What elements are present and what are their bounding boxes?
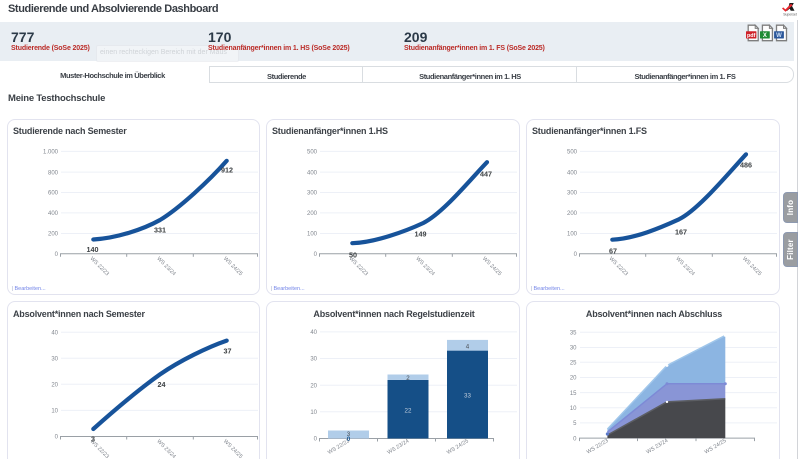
svg-text:22: 22: [405, 407, 412, 414]
svg-text:25: 25: [570, 361, 577, 367]
svg-text:30: 30: [51, 357, 58, 363]
svg-text:500: 500: [307, 150, 318, 156]
svg-text:140: 140: [87, 245, 99, 254]
svg-text:600: 600: [48, 191, 59, 197]
svg-text:0: 0: [347, 437, 351, 443]
svg-text:WS 24/25: WS 24/25: [222, 439, 243, 459]
svg-text:2: 2: [406, 375, 410, 382]
svg-text:WS 23/24: WS 23/24: [645, 438, 669, 456]
svg-text:WS 24/25: WS 24/25: [741, 256, 762, 277]
svg-text:40: 40: [310, 330, 317, 336]
svg-text:24: 24: [158, 380, 166, 389]
svg-text:15: 15: [570, 391, 577, 397]
svg-text:800: 800: [48, 170, 59, 176]
svg-text:W: W: [776, 33, 782, 39]
svg-text:486: 486: [740, 161, 752, 170]
svg-text:300: 300: [307, 191, 318, 197]
svg-text:10: 10: [570, 406, 577, 412]
svg-text:WS 23/24: WS 23/24: [155, 256, 176, 277]
svg-text:20: 20: [310, 383, 317, 389]
svg-text:447: 447: [480, 170, 492, 179]
svg-text:0: 0: [314, 252, 318, 258]
svg-text:400: 400: [567, 170, 578, 176]
svg-text:331: 331: [154, 226, 166, 235]
svg-text:200: 200: [48, 232, 59, 238]
svg-text:30: 30: [310, 357, 317, 363]
svg-text:WS 24/25: WS 24/25: [446, 438, 470, 456]
svg-text:200: 200: [307, 211, 318, 217]
svg-text:X: X: [763, 33, 767, 39]
svg-text:0: 0: [55, 252, 59, 258]
svg-text:WS 24/25: WS 24/25: [704, 438, 728, 456]
svg-text:WS 23/24: WS 23/24: [414, 256, 435, 277]
svg-text:67: 67: [609, 247, 617, 256]
svg-text:4: 4: [466, 343, 470, 350]
svg-text:167: 167: [675, 228, 687, 237]
svg-text:WS 24/25: WS 24/25: [222, 256, 243, 277]
svg-text:20: 20: [570, 376, 577, 382]
svg-text:20: 20: [51, 383, 58, 389]
svg-text:1.000: 1.000: [43, 150, 59, 156]
svg-text:912: 912: [221, 166, 233, 175]
svg-text:400: 400: [307, 170, 318, 176]
svg-text:WS 22/23: WS 22/23: [608, 256, 629, 277]
svg-text:WS 23/24: WS 23/24: [155, 439, 176, 459]
svg-text:200: 200: [567, 211, 578, 217]
svg-text:37: 37: [224, 347, 232, 356]
svg-text:0: 0: [314, 437, 318, 443]
svg-text:50: 50: [349, 251, 357, 260]
svg-text:100: 100: [307, 232, 318, 238]
svg-text:WS 22/23: WS 22/23: [89, 256, 110, 277]
svg-text:400: 400: [48, 211, 59, 217]
svg-text:pdf: pdf: [747, 33, 756, 39]
svg-text:WS 24/25: WS 24/25: [481, 256, 502, 277]
svg-text:WS 23/24: WS 23/24: [674, 256, 695, 277]
svg-text:5: 5: [573, 421, 577, 427]
svg-text:30: 30: [570, 346, 577, 352]
svg-text:500: 500: [567, 150, 578, 156]
svg-text:10: 10: [51, 409, 58, 415]
svg-text:40: 40: [51, 331, 58, 337]
svg-text:Superset: Superset: [783, 13, 797, 17]
svg-text:100: 100: [567, 232, 578, 238]
svg-text:149: 149: [415, 230, 427, 239]
svg-text:0: 0: [574, 252, 578, 258]
svg-text:0: 0: [573, 436, 577, 442]
svg-text:300: 300: [567, 191, 578, 197]
svg-text:0: 0: [55, 435, 59, 441]
svg-text:10: 10: [310, 410, 317, 416]
svg-text:3: 3: [91, 435, 95, 444]
svg-text:3: 3: [347, 431, 351, 438]
svg-text:WS 23/24: WS 23/24: [386, 438, 410, 456]
svg-text:WS 22/23: WS 22/23: [586, 438, 610, 456]
svg-text:35: 35: [570, 331, 577, 337]
svg-text:33: 33: [464, 392, 471, 399]
